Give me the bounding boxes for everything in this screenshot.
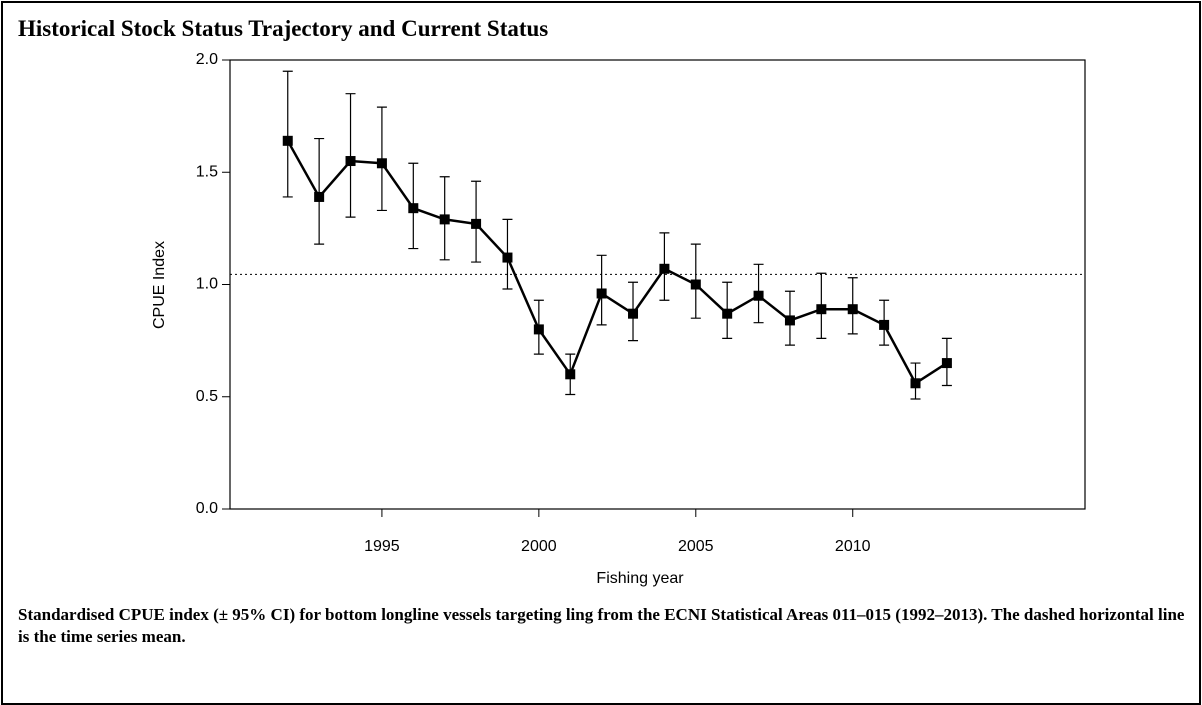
point [471,218,482,229]
y-axis-title: CPUE Index [151,241,168,329]
point [784,315,795,326]
y-tick-label: 2.0 [196,51,218,68]
error-bar [314,137,325,245]
point [533,324,544,335]
point [879,319,890,330]
point [659,263,670,274]
point [565,369,576,380]
point [282,135,293,146]
title: Historical Stock Status Trajectory and C… [18,16,549,41]
point [628,308,639,319]
point [596,288,607,299]
x-tick-label: 2000 [521,538,557,555]
caption: Standardised CPUE index (± 95% CI) for b… [18,605,1185,646]
x-tick-label: 1995 [364,538,400,555]
point [910,378,921,389]
point [753,290,764,301]
chart: Fishing year CPUE Index 0.0 0.5 1.0 1.5 2.0 1… [151,51,1086,587]
point [376,158,387,169]
y-tick-label: 1.0 [196,276,218,293]
error-bar [345,93,356,218]
y-tick-label: 1.5 [196,163,218,180]
point [816,304,827,315]
point [941,358,952,369]
x-axis-title: Fishing year [596,570,684,587]
point [502,252,513,263]
point [847,304,858,315]
point [314,191,325,202]
y-tick-label: 0.5 [196,388,218,405]
point [722,308,733,319]
point [690,279,701,290]
x-tick-label: 2010 [835,538,871,555]
error-bar [282,70,293,198]
point [345,156,356,167]
line [286,140,948,386]
point [408,203,419,214]
x-tick-label: 2005 [678,538,714,555]
plot-frame [229,59,1086,510]
y-tick-label: 0.0 [196,500,218,517]
point [439,214,450,225]
